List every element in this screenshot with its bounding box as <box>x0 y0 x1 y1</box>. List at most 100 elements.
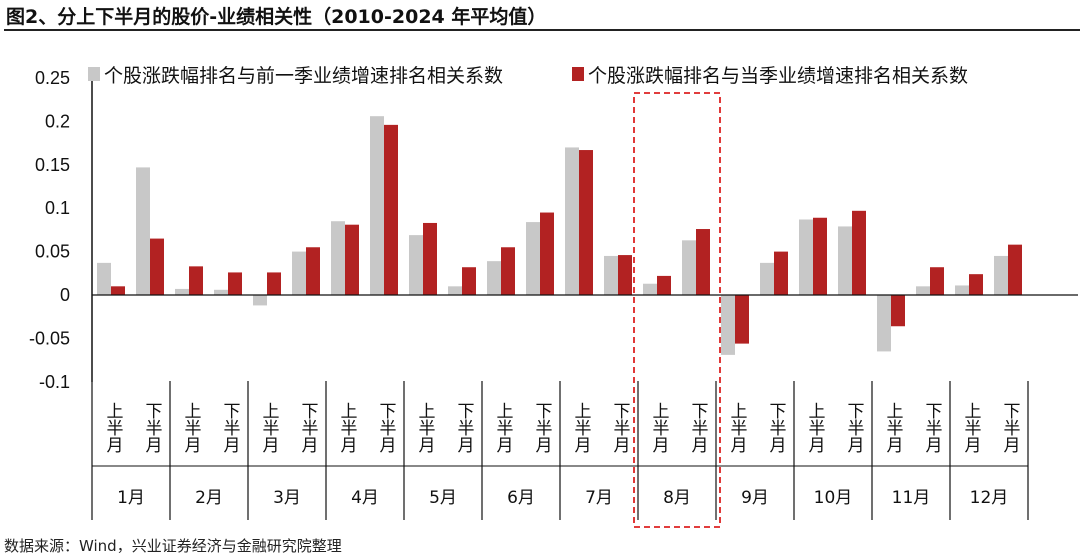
month-label: 3月 <box>273 488 301 508</box>
bar-current-quarter <box>306 247 320 295</box>
bar-previous-quarter <box>643 283 657 295</box>
y-tick-label: 0.15 <box>35 155 70 175</box>
half-month-label: 上半月 <box>648 402 669 453</box>
bar-current-quarter <box>540 212 554 295</box>
half-month-label: 下半月 <box>843 402 864 453</box>
bar-previous-quarter <box>487 261 501 295</box>
half-month-label: 上半月 <box>336 402 357 453</box>
y-tick-label: 0.2 <box>45 111 70 131</box>
legend-swatch-previous-quarter <box>88 67 100 81</box>
bar-current-quarter <box>189 266 203 295</box>
bar-previous-quarter <box>97 262 111 295</box>
bar-previous-quarter <box>292 251 306 295</box>
month-label: 1月 <box>117 488 145 508</box>
month-label: 11月 <box>892 488 931 508</box>
bar-current-quarter <box>891 295 905 327</box>
bar-previous-quarter <box>175 288 189 295</box>
month-label: 7月 <box>585 488 613 508</box>
bar-previous-quarter <box>565 147 579 295</box>
half-month-label: 下半月 <box>609 402 630 453</box>
half-month-label: 下半月 <box>687 402 708 453</box>
bar-current-quarter <box>930 267 944 295</box>
bar-current-quarter <box>384 124 398 295</box>
half-month-label: 下半月 <box>141 402 162 453</box>
half-month-label: 下半月 <box>999 402 1020 453</box>
highlight-box <box>633 92 721 528</box>
bar-current-quarter <box>345 224 359 295</box>
bar-current-quarter <box>267 272 281 295</box>
bar-current-quarter <box>774 251 788 295</box>
bar-previous-quarter <box>760 262 774 295</box>
bar-previous-quarter <box>253 295 267 306</box>
half-month-label: 下半月 <box>531 402 552 453</box>
title-divider <box>4 29 1080 31</box>
month-label: 9月 <box>741 488 769 508</box>
bar-current-quarter <box>228 272 242 295</box>
y-tick-label: 0.05 <box>35 242 70 262</box>
bar-previous-quarter <box>370 116 384 295</box>
bar-current-quarter <box>150 238 164 295</box>
bar-current-quarter <box>423 222 437 295</box>
legend-swatch-current-quarter <box>572 67 584 81</box>
bar-previous-quarter <box>214 289 228 295</box>
bar-current-quarter <box>618 255 632 295</box>
month-label: 10月 <box>814 488 853 508</box>
bar-current-quarter <box>969 274 983 295</box>
legend-label-previous-quarter: 个股涨跌幅排名与前一季业绩增速排名相关系数 <box>104 65 503 87</box>
half-month-label: 上半月 <box>804 402 825 453</box>
bar-current-quarter <box>462 267 476 295</box>
chart-title: 图2、分上下半月的股价-业绩相关性（2010-2024 年平均值） <box>6 6 547 28</box>
bar-current-quarter <box>579 150 593 295</box>
bar-previous-quarter <box>331 221 345 295</box>
legend-label-current-quarter: 个股涨跌幅排名与当季业绩增速排名相关系数 <box>588 65 968 87</box>
half-month-label: 下半月 <box>921 402 942 453</box>
half-month-label: 上半月 <box>258 402 279 453</box>
y-tick-label: 0 <box>60 285 70 305</box>
month-label: 5月 <box>429 488 457 508</box>
y-tick-label: 0.1 <box>45 198 70 218</box>
bar-previous-quarter <box>799 219 813 295</box>
bar-previous-quarter <box>838 226 852 295</box>
half-month-label: 下半月 <box>765 402 786 453</box>
bar-previous-quarter <box>877 295 891 352</box>
bar-previous-quarter <box>526 222 540 295</box>
half-month-label: 上半月 <box>102 402 123 453</box>
bar-previous-quarter <box>955 285 969 295</box>
half-month-label: 上半月 <box>492 402 513 453</box>
month-label: 2月 <box>195 488 223 508</box>
bar-previous-quarter <box>721 295 735 355</box>
bar-current-quarter <box>111 286 125 295</box>
y-tick-label: -0.05 <box>29 328 70 348</box>
half-month-label: 上半月 <box>882 402 903 453</box>
bar-previous-quarter <box>136 167 150 295</box>
bar-previous-quarter <box>409 235 423 295</box>
half-month-label: 上半月 <box>960 402 981 453</box>
bar-current-quarter <box>735 295 749 344</box>
bar-previous-quarter <box>916 286 930 295</box>
bar-previous-quarter <box>994 255 1008 295</box>
half-month-label: 下半月 <box>375 402 396 453</box>
half-month-label: 下半月 <box>219 402 240 453</box>
bar-current-quarter <box>501 247 515 295</box>
y-tick-label: 0.25 <box>35 68 70 88</box>
month-label: 6月 <box>507 488 535 508</box>
bar-current-quarter <box>813 217 827 295</box>
half-month-label: 上半月 <box>570 402 591 453</box>
bar-current-quarter <box>852 210 866 295</box>
half-month-label: 下半月 <box>453 402 474 453</box>
half-month-label: 上半月 <box>180 402 201 453</box>
bar-previous-quarter <box>604 255 618 295</box>
month-label: 8月 <box>663 488 691 508</box>
month-label: 4月 <box>351 488 379 508</box>
bar-current-quarter <box>1008 244 1022 295</box>
bar-previous-quarter <box>682 240 696 295</box>
bar-current-quarter <box>696 229 710 295</box>
bar-previous-quarter <box>448 286 462 295</box>
month-label: 12月 <box>970 488 1009 508</box>
half-month-label: 下半月 <box>297 402 318 453</box>
source-note: 数据来源：Wind，兴业证券经济与金融研究院整理 <box>4 537 342 555</box>
bar-current-quarter <box>657 275 671 295</box>
y-tick-label: -0.1 <box>39 372 70 392</box>
half-month-label: 上半月 <box>726 402 747 453</box>
